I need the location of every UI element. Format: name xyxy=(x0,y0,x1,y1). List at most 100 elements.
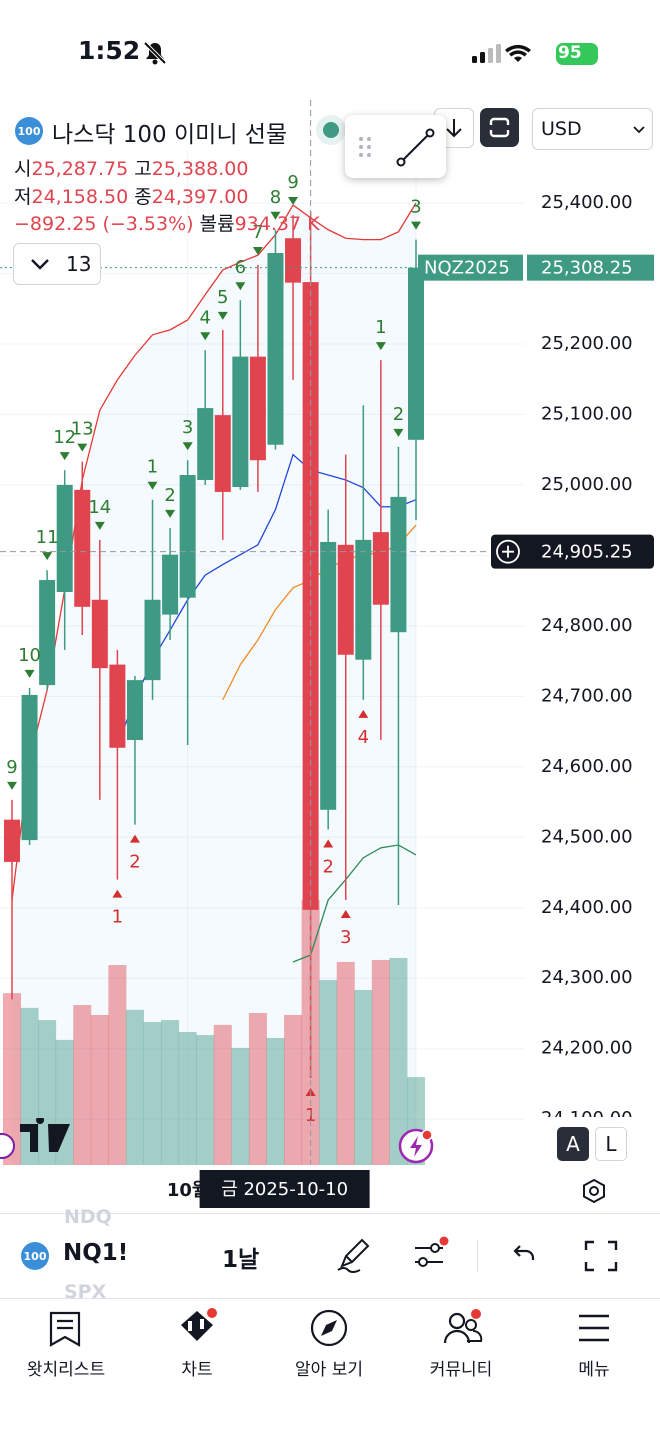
separator xyxy=(0,1298,660,1299)
trendline-icon xyxy=(359,128,435,167)
sell-count: 5 xyxy=(217,287,228,308)
nav-item[interactable]: 왓치리스트 xyxy=(26,1360,106,1380)
volume-bar xyxy=(371,959,390,1165)
market-status xyxy=(316,115,346,145)
undo-button[interactable] xyxy=(506,1238,540,1272)
y-tick-label: 24,600.00 xyxy=(541,756,633,777)
mute-icon xyxy=(143,41,167,65)
symbol-badge: 100 xyxy=(15,117,43,145)
candle-body xyxy=(285,238,302,283)
y-tick-label: 25,100.00 xyxy=(541,403,633,424)
candle-body xyxy=(249,356,266,461)
last-price-symbol: NQZ2025 xyxy=(424,258,510,279)
sell-count: 3 xyxy=(410,197,421,218)
add-alert-icon xyxy=(496,539,520,564)
draw-button[interactable] xyxy=(334,1236,372,1274)
settings-icon[interactable] xyxy=(580,1177,608,1205)
ohlc-value: 25,287.75 xyxy=(31,158,129,180)
sell-count: 2 xyxy=(393,404,404,425)
ohlc-value: 25,388.00 xyxy=(151,158,249,180)
chevron-icon xyxy=(31,259,49,270)
volume-bar xyxy=(266,1037,285,1165)
y-tick-label: 25,400.00 xyxy=(541,192,633,213)
lightning-button[interactable] xyxy=(398,1127,436,1165)
nav-icons xyxy=(49,1308,609,1347)
interval-button[interactable]: 1날 xyxy=(222,1247,260,1273)
candle-body xyxy=(390,496,407,633)
ohlc-value: 24,397.00 xyxy=(151,186,249,208)
sell-count: 14 xyxy=(88,497,111,518)
buy-count: 2 xyxy=(129,852,140,873)
nav-item[interactable]: 알아 보기 xyxy=(295,1360,363,1380)
auto-scale-button[interactable]: A xyxy=(557,1127,589,1161)
candle-body xyxy=(126,680,143,741)
volume-bar xyxy=(248,1012,267,1165)
volume-bar xyxy=(284,1014,303,1165)
badge-text: 100 xyxy=(18,125,41,138)
candle-body xyxy=(144,599,161,681)
candle-body xyxy=(21,694,38,841)
volume-bar xyxy=(73,1005,92,1165)
buy-marker xyxy=(340,910,351,919)
drawing-tool-float[interactable] xyxy=(345,115,446,178)
buy-marker xyxy=(129,834,140,843)
symbol-button[interactable]: NQ1! xyxy=(63,1240,129,1266)
indicator-line xyxy=(116,453,417,746)
sell-marker xyxy=(288,196,299,205)
fit-button[interactable] xyxy=(480,108,519,147)
crosshair-date-tag xyxy=(199,1170,370,1208)
nav-item[interactable]: 메뉴 xyxy=(578,1360,610,1380)
status-icons xyxy=(472,43,598,65)
ohlc-label: 종 xyxy=(134,186,152,208)
volume-bar xyxy=(161,1020,180,1165)
buy-marker xyxy=(358,709,369,718)
candle-body xyxy=(162,554,179,615)
log-scale-button[interactable]: L xyxy=(595,1127,627,1161)
sell-marker xyxy=(235,282,246,291)
volume-bar xyxy=(3,993,21,1165)
sell-count: 3 xyxy=(182,417,193,438)
crosshair-price-tag xyxy=(491,534,654,569)
volume-bar xyxy=(196,1035,215,1165)
sell-marker xyxy=(24,669,35,678)
y-tick-label: 25,000.00 xyxy=(541,474,633,495)
sell-count: 12 xyxy=(53,427,76,448)
currency-select[interactable]: USD xyxy=(532,108,653,150)
sell-count: 1 xyxy=(147,457,158,478)
ghost-symbol: NDQ xyxy=(64,1206,112,1228)
last-price-label: 25,308.25 xyxy=(541,258,633,279)
sell-marker xyxy=(182,442,193,451)
candle-body xyxy=(320,541,337,810)
crosshair-date-label: 금 2025-10-10 xyxy=(221,1179,348,1200)
separator xyxy=(477,1240,478,1272)
sell-marker xyxy=(393,428,404,437)
sell-marker xyxy=(147,481,158,490)
y-tick-label: 24,500.00 xyxy=(541,826,633,847)
y-tick-label: 24,100.00 xyxy=(541,1108,633,1129)
buy-marker xyxy=(323,839,334,848)
volume-bar xyxy=(125,1009,144,1165)
sell-count: 2 xyxy=(164,485,175,506)
volume-bar xyxy=(354,990,373,1165)
candle-body xyxy=(197,408,214,480)
nav-item[interactable]: 커뮤니티 xyxy=(429,1360,493,1380)
sell-marker xyxy=(94,521,105,530)
volume-bar xyxy=(319,980,338,1165)
fullscreen-button[interactable] xyxy=(583,1238,619,1274)
candle-body xyxy=(214,415,231,492)
indicator-toggle[interactable]: 13 xyxy=(13,243,101,285)
y-tick-label: 25,200.00 xyxy=(541,333,633,354)
ohlc-value: 24,158.50 xyxy=(31,186,129,208)
candle-body xyxy=(232,356,249,488)
sell-marker xyxy=(217,311,228,320)
y-tick-label: 24,700.00 xyxy=(541,685,633,706)
crosshair-price-label: 24,905.25 xyxy=(541,542,633,563)
indicators-button[interactable] xyxy=(410,1236,450,1274)
change-value: −892.25 (−3.53%) xyxy=(14,213,194,235)
x-tick-label: 10월 xyxy=(167,1180,209,1201)
ohlc-label: 저 xyxy=(14,186,32,208)
sell-marker xyxy=(77,443,88,452)
arrow-icon xyxy=(446,119,462,138)
nav-item[interactable]: 차트 xyxy=(181,1360,213,1380)
